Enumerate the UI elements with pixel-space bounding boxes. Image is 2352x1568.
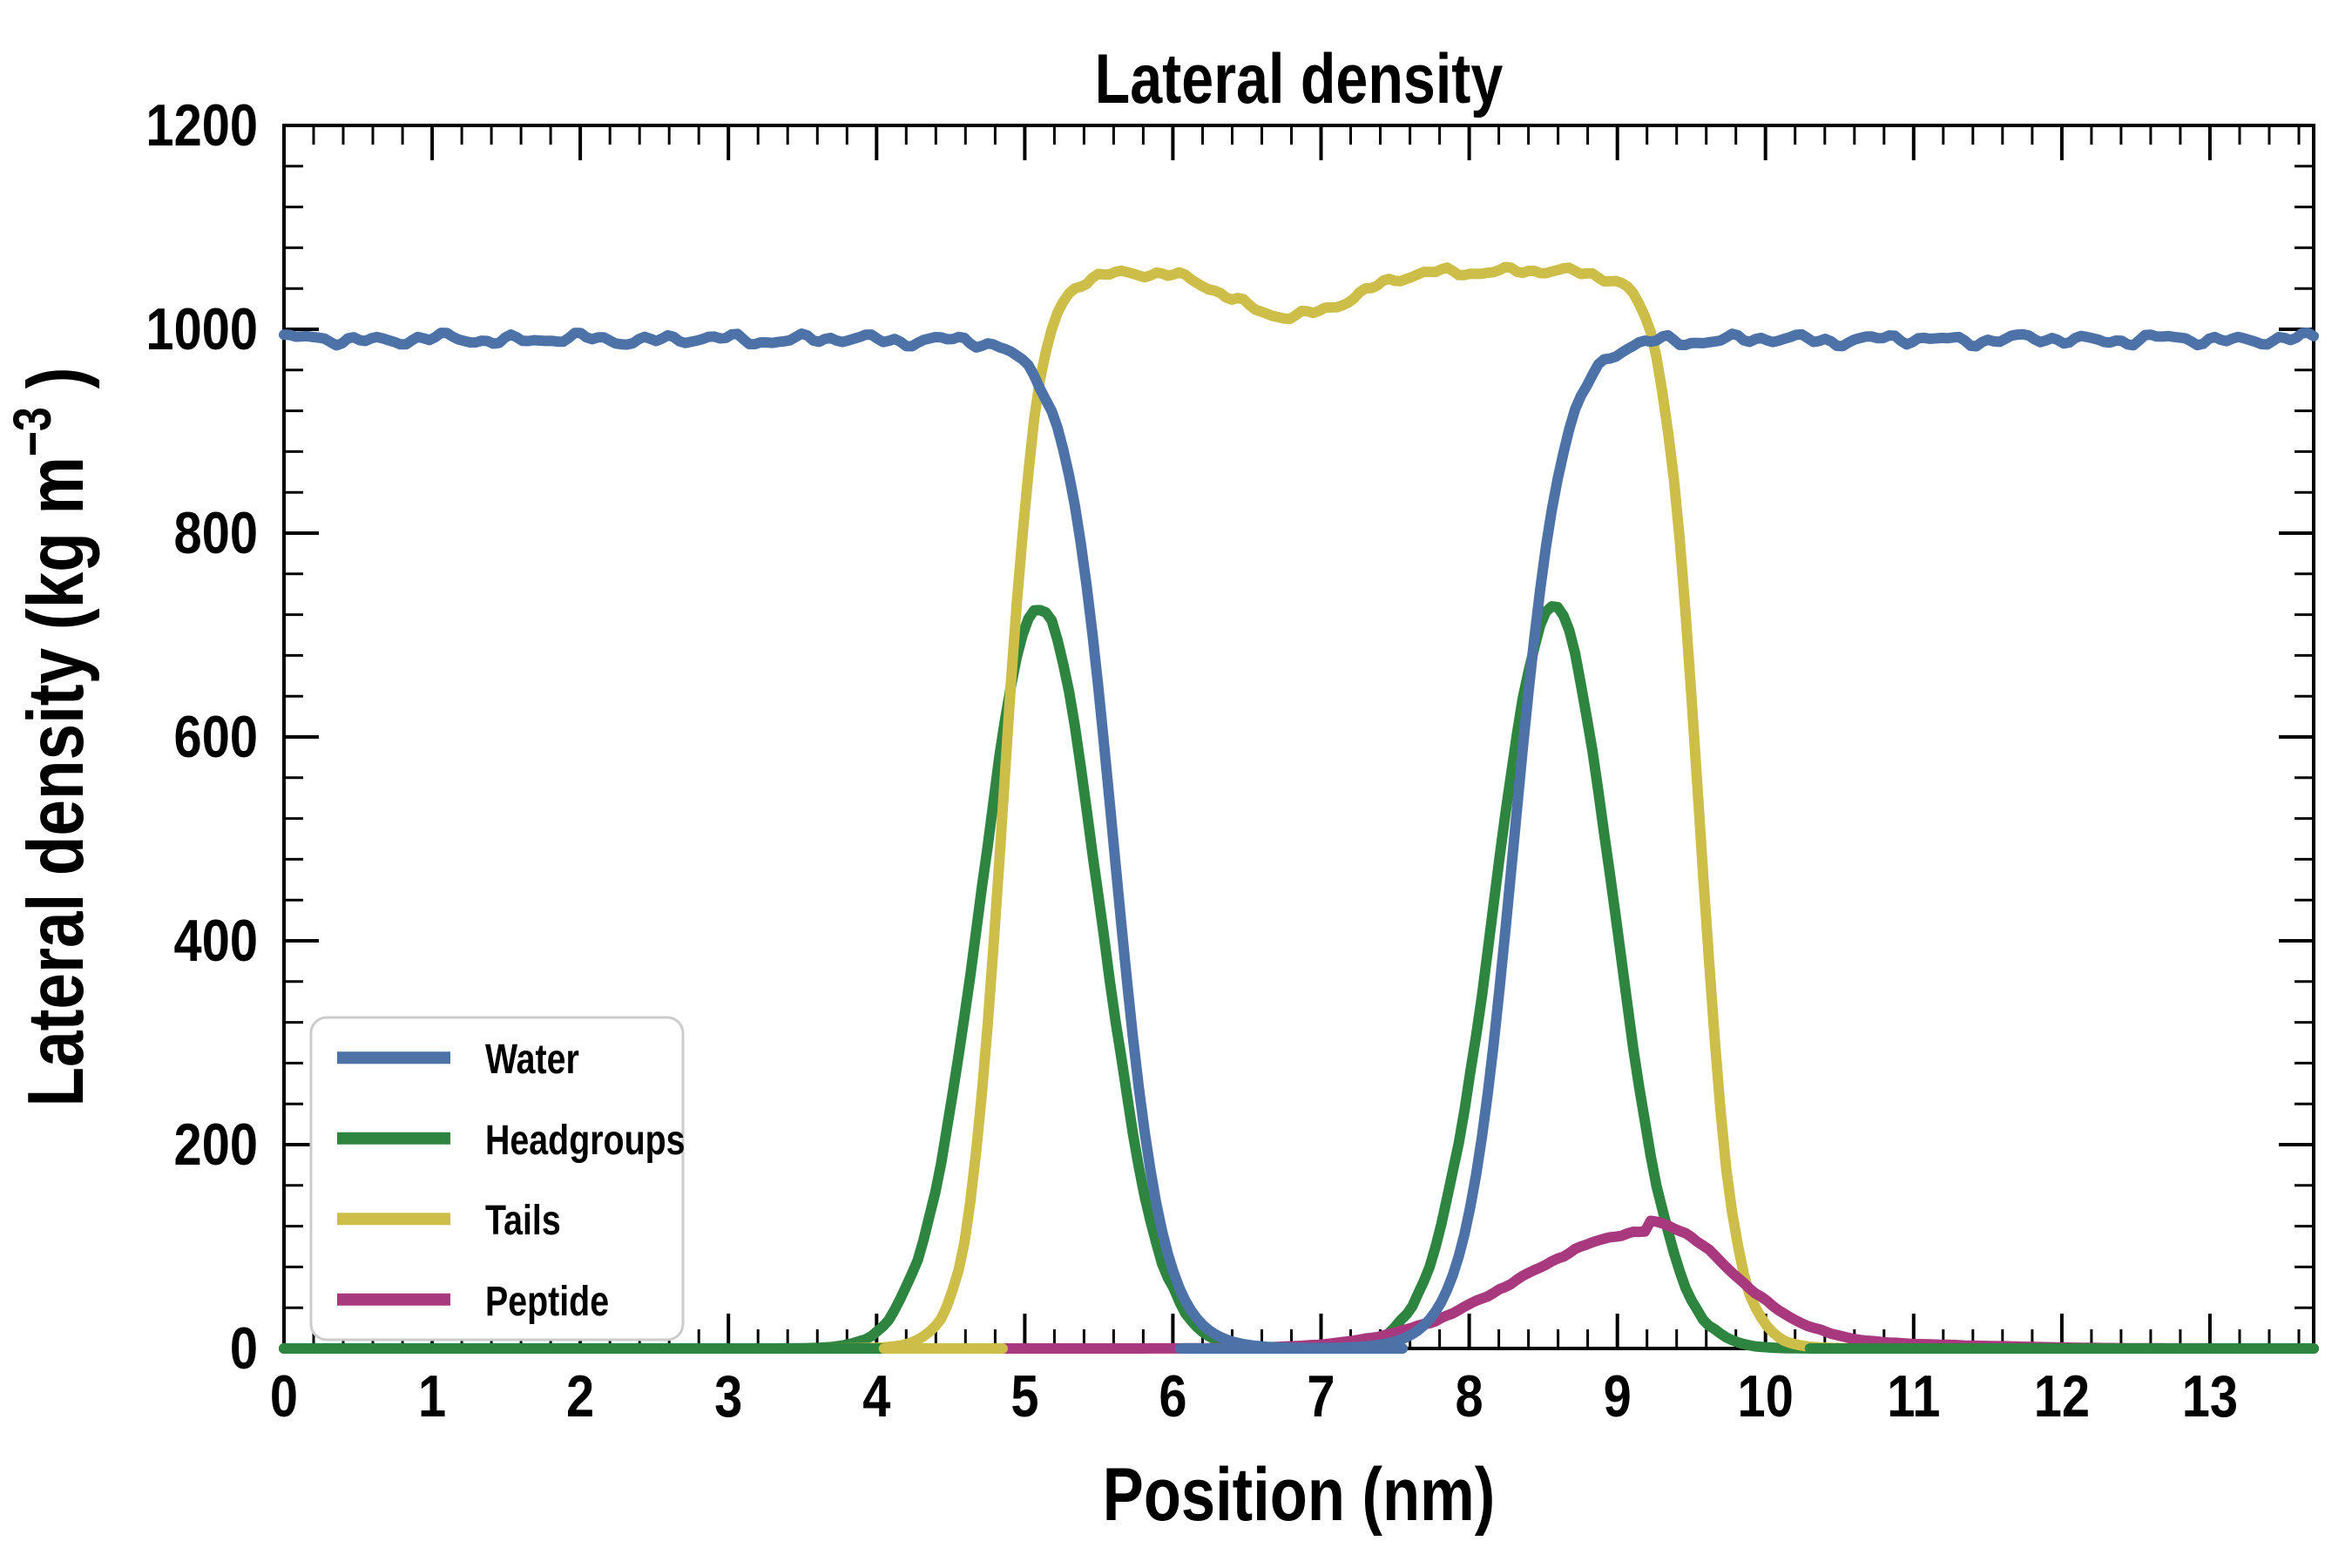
svg-text:5: 5 xyxy=(1010,1364,1038,1429)
svg-text:13: 13 xyxy=(2182,1364,2238,1429)
svg-text:1000: 1000 xyxy=(145,297,258,362)
svg-text:1200: 1200 xyxy=(145,93,258,159)
svg-text:Tails: Tails xyxy=(485,1198,561,1245)
svg-text:3: 3 xyxy=(714,1364,742,1429)
svg-text:2: 2 xyxy=(566,1364,594,1429)
svg-text:11: 11 xyxy=(1887,1364,1940,1429)
svg-text:4: 4 xyxy=(862,1364,890,1429)
svg-text:Water: Water xyxy=(485,1037,579,1084)
svg-text:Headgroups: Headgroups xyxy=(485,1117,686,1164)
svg-text:Peptide: Peptide xyxy=(485,1278,609,1325)
svg-text:200: 200 xyxy=(174,1112,258,1178)
svg-text:Lateral density (kg m−3 ): Lateral density (kg m−3 ) xyxy=(3,368,99,1107)
svg-text:8: 8 xyxy=(1456,1364,1484,1429)
svg-text:7: 7 xyxy=(1307,1364,1335,1429)
svg-text:0: 0 xyxy=(270,1364,298,1429)
svg-text:Lateral density: Lateral density xyxy=(1095,39,1504,118)
svg-text:0: 0 xyxy=(230,1316,258,1382)
svg-text:10: 10 xyxy=(1738,1364,1794,1429)
svg-text:Position (nm): Position (nm) xyxy=(1103,1452,1495,1536)
svg-text:600: 600 xyxy=(174,705,258,770)
svg-text:800: 800 xyxy=(174,501,258,566)
svg-text:400: 400 xyxy=(174,909,258,974)
svg-text:1: 1 xyxy=(418,1364,446,1429)
svg-text:12: 12 xyxy=(2034,1364,2090,1429)
svg-text:6: 6 xyxy=(1159,1364,1186,1429)
svg-text:9: 9 xyxy=(1604,1364,1632,1429)
